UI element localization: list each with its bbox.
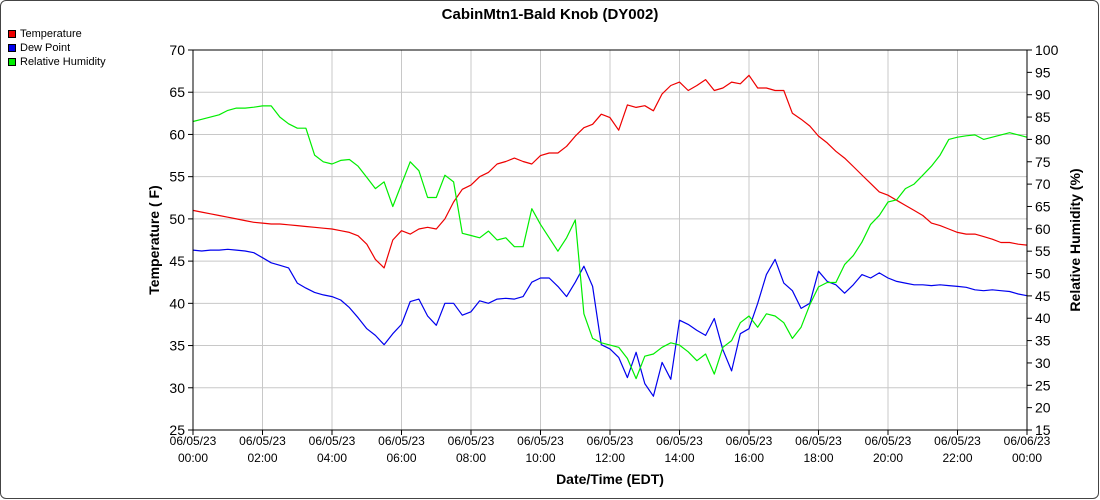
series-line-temperature <box>192 74 1028 269</box>
x-tick-label-time: 18:00 <box>803 451 833 465</box>
y-tick-label-right: 90 <box>1035 87 1051 103</box>
y-tick-label-right: 30 <box>1035 355 1051 371</box>
y-tick-label-right: 75 <box>1035 154 1051 170</box>
y-tick-label-left: 50 <box>169 211 185 227</box>
x-tick-label-date: 06/06/23 <box>1004 434 1051 448</box>
y-tick-label-left: 25 <box>169 422 185 438</box>
y-tick-label-left: 55 <box>169 169 185 185</box>
x-tick-label-time: 06:00 <box>386 451 416 465</box>
x-tick-label-date: 06/05/23 <box>865 434 912 448</box>
x-tick-label-time: 14:00 <box>664 451 694 465</box>
axis-layer: 25 30 35 40 45 50 55 60 65 70 15 20 25 30 35 40 45 50 55 60… <box>169 42 1058 465</box>
series-line-dew-point <box>192 248 1028 397</box>
series-line-relative-humidity <box>192 105 1028 380</box>
x-tick-label-date: 06/05/23 <box>656 434 703 448</box>
plot-border <box>192 49 1028 431</box>
x-axis-label: Date/Time (EDT) <box>556 471 664 487</box>
grid-layer <box>192 49 1028 431</box>
y-tick-label-right: 35 <box>1035 333 1051 349</box>
x-tick-label-time: 22:00 <box>942 451 972 465</box>
x-tick-label-time: 16:00 <box>734 451 764 465</box>
y-tick-label-right: 50 <box>1035 266 1051 282</box>
y-tick-label-left: 70 <box>169 42 185 58</box>
y-tick-label-right: 100 <box>1035 42 1059 58</box>
y-tick-label-left: 60 <box>169 126 185 142</box>
y-tick-label-right: 40 <box>1035 310 1051 326</box>
x-tick-label-date: 06/05/23 <box>587 434 634 448</box>
y-tick-label-right: 70 <box>1035 176 1051 192</box>
y-tick-label-right: 65 <box>1035 198 1051 214</box>
legend-swatch <box>8 44 16 52</box>
x-tick-label-date: 06/05/23 <box>795 434 842 448</box>
x-tick-label-date: 06/05/23 <box>517 434 564 448</box>
y-axis-label-left: Temperature ( F) <box>146 185 162 294</box>
y-tick-label-right: 80 <box>1035 131 1051 147</box>
x-tick-label-time: 02:00 <box>247 451 277 465</box>
x-tick-label-time: 12:00 <box>595 451 625 465</box>
y-tick-label-left: 35 <box>169 338 185 354</box>
x-tick-label-time: 08:00 <box>456 451 486 465</box>
x-tick-label-date: 06/05/23 <box>309 434 356 448</box>
y-tick-label-right: 95 <box>1035 64 1051 80</box>
y-tick-label-left: 45 <box>169 253 185 269</box>
legend: Temperature Dew Point Relative Humidity <box>8 27 106 69</box>
x-tick-label-date: 06/05/23 <box>934 434 981 448</box>
x-tick-label-date: 06/05/23 <box>378 434 425 448</box>
y-tick-label-right: 15 <box>1035 422 1051 438</box>
x-tick-label-time: 20:00 <box>873 451 903 465</box>
y-tick-label-right: 60 <box>1035 221 1051 237</box>
x-tick-label-time: 04:00 <box>317 451 347 465</box>
legend-label: Dew Point <box>20 42 71 54</box>
y-tick-label-left: 30 <box>169 380 185 396</box>
y-tick-label-left: 65 <box>169 84 185 100</box>
x-tick-label-date: 06/05/23 <box>448 434 495 448</box>
y-axis-label-right: Relative Humidity (%) <box>1067 168 1083 311</box>
y-tick-label-right: 55 <box>1035 243 1051 259</box>
y-tick-label-right: 45 <box>1035 288 1051 304</box>
legend-swatch <box>8 30 16 38</box>
legend-label: Relative Humidity <box>20 56 106 68</box>
y-tick-label-right: 85 <box>1035 109 1051 125</box>
legend-swatch <box>8 58 16 66</box>
x-tick-label-date: 06/05/23 <box>239 434 286 448</box>
legend-item-dew-point: Dew Point <box>8 41 106 55</box>
legend-item-temperature: Temperature <box>8 27 106 41</box>
chart-title: CabinMtn1-Bald Knob (DY002) <box>442 6 659 23</box>
x-tick-label-date: 06/05/23 <box>726 434 773 448</box>
x-tick-label-time: 00:00 <box>178 451 208 465</box>
y-tick-label-left: 40 <box>169 295 185 311</box>
legend-item-relative-humidity: Relative Humidity <box>8 55 106 69</box>
x-tick-label-time: 10:00 <box>525 451 555 465</box>
series-layer <box>192 74 1028 397</box>
x-tick-label-date: 06/05/23 <box>170 434 217 448</box>
y-tick-label-right: 20 <box>1035 400 1051 416</box>
x-tick-label-time: 00:00 <box>1012 451 1042 465</box>
y-tick-label-right: 25 <box>1035 377 1051 393</box>
legend-label: Temperature <box>20 28 82 40</box>
